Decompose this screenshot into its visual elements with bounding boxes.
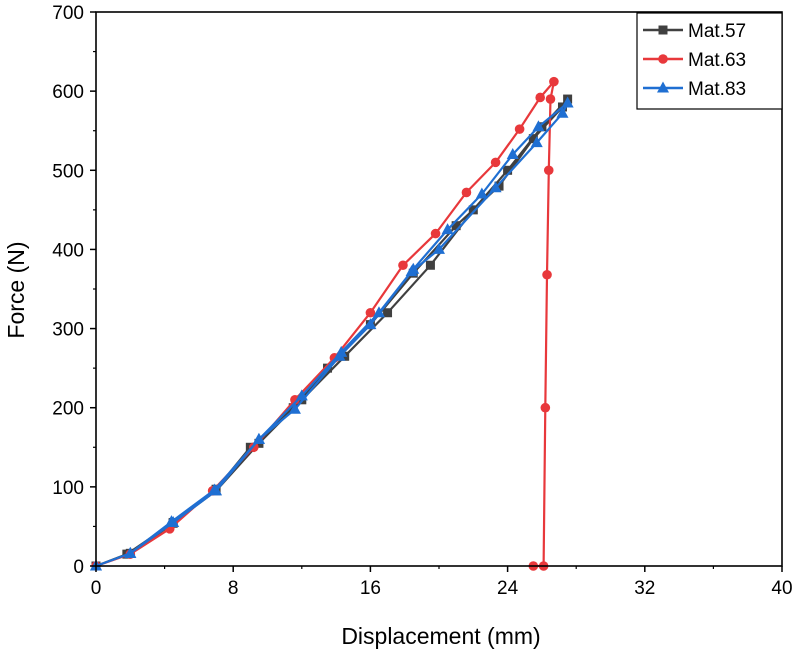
legend-marker [658, 25, 668, 35]
data-point [461, 187, 472, 198]
x-tick-label: 32 [634, 578, 655, 599]
data-point [451, 221, 461, 231]
data-point [532, 120, 545, 132]
y-axis-title: Force (N) [3, 241, 29, 338]
series-Mat.57 [91, 94, 573, 571]
data-point [288, 402, 301, 414]
data-point [425, 260, 435, 270]
data-point [364, 318, 377, 330]
data-point [543, 165, 554, 176]
series-line [95, 80, 556, 568]
series-Mat.83 [90, 96, 574, 571]
y-tick-label: 700 [52, 3, 84, 24]
data-point [545, 94, 556, 104]
x-tick-label: 16 [360, 578, 381, 599]
legend-marker [657, 81, 669, 93]
y-tick-label: 300 [52, 320, 84, 341]
data-point [503, 165, 513, 175]
legend-marker [658, 54, 668, 64]
y-tick-label: 100 [52, 478, 84, 499]
series-line [95, 101, 569, 568]
legend-label: Mat.83 [688, 79, 746, 100]
data-point [124, 546, 137, 558]
legend: Mat.57 Mat.63 Mat.83 [636, 12, 783, 110]
data-point [433, 242, 445, 254]
data-point [514, 124, 525, 134]
data-point [405, 265, 418, 277]
data-point [506, 147, 519, 159]
x-tick-label: 24 [497, 578, 519, 599]
data-point [542, 269, 552, 280]
legend-label: Mat.63 [688, 50, 746, 71]
legend-label: Mat.57 [688, 21, 746, 42]
x-tick-label: 0 [91, 578, 102, 599]
data-point [398, 260, 408, 271]
y-tick-label: 0 [73, 557, 84, 578]
x-axis-title: Displacement (mm) [341, 623, 540, 649]
data-point [365, 307, 376, 318]
data-point [383, 308, 393, 318]
y-tick-label: 400 [52, 240, 84, 261]
x-tick-label: 8 [228, 578, 239, 599]
data-point [165, 515, 178, 527]
data-point [561, 96, 574, 108]
data-point [556, 106, 569, 118]
series-line [95, 97, 569, 568]
data-point [333, 349, 346, 361]
data-point [540, 402, 551, 413]
data-point [252, 432, 265, 444]
data-point [290, 395, 300, 405]
y-tick-label: 600 [52, 82, 84, 103]
data-point [549, 76, 559, 87]
data-point [475, 187, 488, 199]
data-point [372, 306, 385, 318]
data-point [535, 92, 545, 103]
data-point [441, 223, 454, 235]
data-point [494, 181, 504, 191]
data-point [530, 136, 543, 148]
data-point [208, 483, 221, 495]
x-tick-label: 40 [771, 578, 792, 599]
data-point [468, 205, 478, 215]
data-point [295, 389, 308, 401]
series-Mat.63 [91, 76, 559, 571]
y-tick-label: 500 [52, 161, 84, 182]
data-point [528, 134, 538, 144]
data-point [430, 228, 441, 239]
plot-area [90, 76, 574, 571]
y-tick-label: 200 [52, 399, 84, 420]
data-point [489, 181, 502, 193]
data-point [490, 157, 501, 168]
